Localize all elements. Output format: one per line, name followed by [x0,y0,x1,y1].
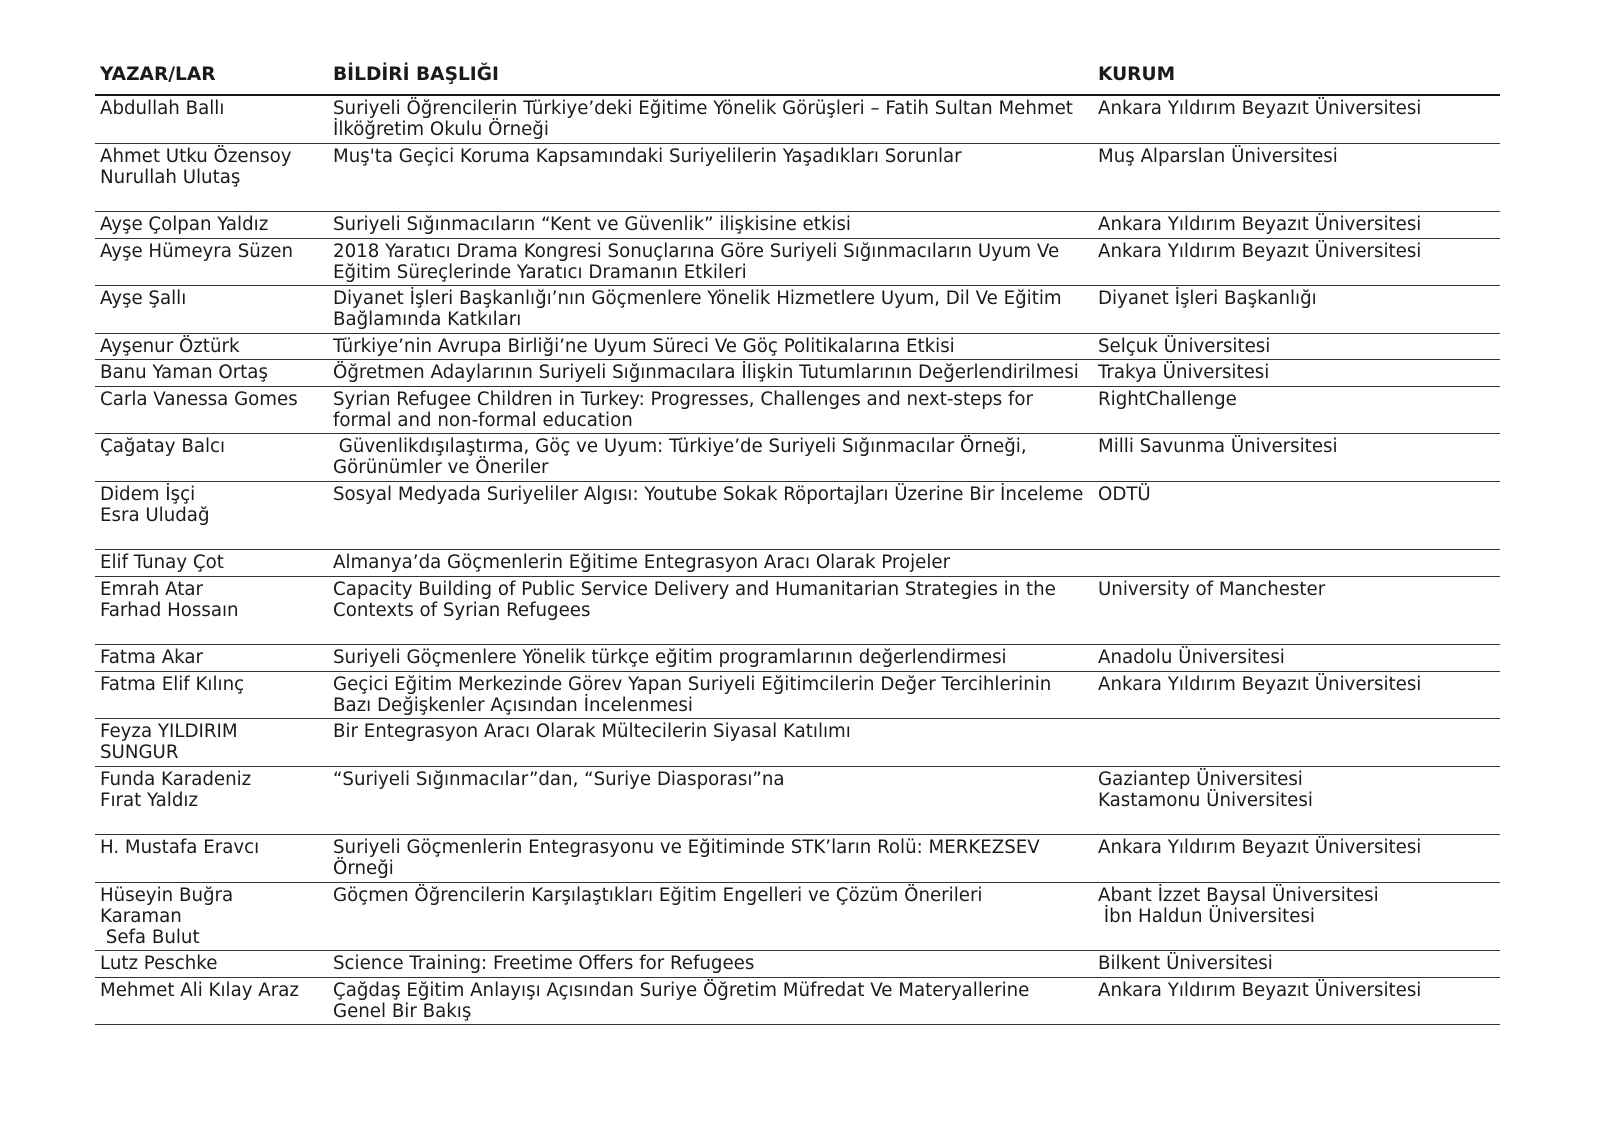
paper-title-cell: Sosyal Medyada Suriyeliler Algısı: Youtu… [328,481,1093,550]
paper-title-cell: Almanya’da Göçmenlerin Eğitime Entegrasy… [328,549,1093,577]
institution-cell: Ankara Yıldırım Beyazıt Üniversitesi [1093,977,1500,1025]
paper-title-cell: Muş'ta Geçici Koruma Kapsamındaki Suriye… [328,143,1093,212]
table-row: Fatma Elif Kılınç Geçici Eğitim Merkezin… [95,671,1500,719]
authors-cell: Funda Karadeniz Fırat Yaldız [95,766,328,835]
paper-title-cell: Diyanet İşleri Başkanlığı’nın Göçmenlere… [328,285,1093,334]
papers-table: YAZAR/LAR BİLDİRİ BAŞLIĞI KURUM Abdullah… [95,60,1500,1025]
table-header: YAZAR/LAR BİLDİRİ BAŞLIĞI KURUM [95,60,1500,96]
table-row: Fatma Akar Suriyeli Göçmenlere Yönelik t… [95,644,1500,672]
paper-title-cell: Geçici Eğitim Merkezinde Görev Yapan Sur… [328,671,1093,719]
paper-title-cell: Öğretmen Adaylarının Suriyeli Sığınmacıl… [328,359,1093,387]
authors-cell: Hüseyin Buğra Karaman Sefa Bulut [95,882,328,951]
table-row: Funda Karadeniz Fırat Yaldız “Suriyeli S… [95,766,1500,835]
authors-cell: Fatma Akar [95,644,328,672]
authors-cell: Emrah Atar Farhad Hossaın [95,576,328,645]
institution-cell: Milli Savunma Üniversitesi [1093,433,1500,482]
institution-cell: Gaziantep Üniversitesi Kastamonu Ünivers… [1093,766,1500,835]
institution-cell: RightChallenge [1093,386,1500,434]
table-row: Ayşenur Öztürk Türkiye’nin Avrupa Birliğ… [95,333,1500,360]
paper-title-cell: Göçmen Öğrencilerin Karşılaştıkları Eğit… [328,882,1093,951]
institution-cell: Muş Alparslan Üniversitesi [1093,143,1500,212]
paper-title-cell: Capacity Building of Public Service Deli… [328,576,1093,645]
authors-cell: Lutz Peschke [95,950,328,978]
table-row: Feyza YILDIRIM SUNGUR Bir Entegrasyon Ar… [95,718,1500,767]
institution-cell: Trakya Üniversitesi [1093,359,1500,387]
institution-cell: Ankara Yıldırım Beyazıt Üniversitesi [1093,95,1500,144]
authors-cell: Ahmet Utku Özensoy Nurullah Ulutaş [95,143,328,212]
authors-cell: Çağatay Balcı [95,433,328,482]
table-row: Ayşe Çolpan Yaldız Suriyeli Sığınmacılar… [95,211,1500,239]
authors-cell: Fatma Elif Kılınç [95,671,328,719]
paper-title-cell: Science Training: Freetime Offers for Re… [328,950,1093,978]
institution-cell: Selçuk Üniversitesi [1093,333,1500,360]
paper-title-cell: Türkiye’nin Avrupa Birliği’ne Uyum Sürec… [328,333,1093,360]
paper-title-cell: Güvenlikdışılaştırma, Göç ve Uyum: Türki… [328,433,1093,482]
table-row: Banu Yaman Ortaş Öğretmen Adaylarının Su… [95,359,1500,387]
table-row: Çağatay Balcı Güvenlikdışılaştırma, Göç … [95,433,1500,482]
authors-cell: Ayşe Çolpan Yaldız [95,211,328,239]
authors-cell: Banu Yaman Ortaş [95,359,328,387]
paper-title-cell: Suriyeli Göçmenlere Yönelik türkçe eğiti… [328,644,1093,672]
paper-title-cell: Bir Entegrasyon Aracı Olarak Mültecileri… [328,718,1093,767]
institution-cell: Diyanet İşleri Başkanlığı [1093,285,1500,334]
institution-cell: University of Manchester [1093,576,1500,645]
institution-cell: Anadolu Üniversitesi [1093,644,1500,672]
paper-title-cell: “Suriyeli Sığınmacılar”dan, “Suriye Dias… [328,766,1093,835]
authors-cell: Abdullah Ballı [95,95,328,144]
column-header-authors: YAZAR/LAR [95,60,328,96]
table-row: Emrah Atar Farhad Hossaın Capacity Build… [95,576,1500,645]
table-row: Ahmet Utku Özensoy Nurullah Ulutaş Muş't… [95,143,1500,212]
institution-cell: Bilkent Üniversitesi [1093,950,1500,978]
authors-cell: Elif Tunay Çot [95,549,328,577]
institution-cell: ODTÜ [1093,481,1500,550]
paper-title-cell: Suriyeli Sığınmacıların “Kent ve Güvenli… [328,211,1093,239]
table-row: Carla Vanessa Gomes Syrian Refugee Child… [95,386,1500,434]
column-header-institution: KURUM [1093,60,1500,96]
authors-cell: Didem İşçi Esra Uludağ [95,481,328,550]
table-row: Lutz Peschke Science Training: Freetime … [95,950,1500,978]
document-page: YAZAR/LAR BİLDİRİ BAŞLIĞI KURUM Abdullah… [95,60,1500,1025]
table-row: Mehmet Ali Kılay Araz Çağdaş Eğitim Anla… [95,977,1500,1025]
authors-cell: Ayşenur Öztürk [95,333,328,360]
institution-cell [1093,718,1500,767]
paper-title-cell: Çağdaş Eğitim Anlayışı Açısından Suriye … [328,977,1093,1025]
table-row: Ayşe Şallı Diyanet İşleri Başkanlığı’nın… [95,285,1500,334]
authors-cell: Feyza YILDIRIM SUNGUR [95,718,328,767]
table-body: Abdullah Ballı Suriyeli Öğrencilerin Tür… [95,95,1500,1025]
table-row: Didem İşçi Esra Uludağ Sosyal Medyada Su… [95,481,1500,550]
institution-cell: Ankara Yıldırım Beyazıt Üniversitesi [1093,211,1500,239]
institution-cell: Abant İzzet Baysal Üniversitesi İbn Hald… [1093,882,1500,951]
table-row: Elif Tunay Çot Almanya’da Göçmenlerin Eğ… [95,549,1500,577]
authors-cell: Carla Vanessa Gomes [95,386,328,434]
column-header-paper-title: BİLDİRİ BAŞLIĞI [328,60,1093,96]
header-row: YAZAR/LAR BİLDİRİ BAŞLIĞI KURUM [95,60,1500,96]
table-row: Ayşe Hümeyra Süzen 2018 Yaratıcı Drama K… [95,238,1500,286]
institution-cell: Ankara Yıldırım Beyazıt Üniversitesi [1093,238,1500,286]
authors-cell: Mehmet Ali Kılay Araz [95,977,328,1025]
authors-cell: Ayşe Hümeyra Süzen [95,238,328,286]
institution-cell [1093,549,1500,577]
paper-title-cell: Suriyeli Öğrencilerin Türkiye’deki Eğiti… [328,95,1093,144]
authors-cell: H. Mustafa Eravcı [95,834,328,883]
paper-title-cell: 2018 Yaratıcı Drama Kongresi Sonuçlarına… [328,238,1093,286]
paper-title-cell: Syrian Refugee Children in Turkey: Progr… [328,386,1093,434]
authors-cell: Ayşe Şallı [95,285,328,334]
institution-cell: Ankara Yıldırım Beyazıt Üniversitesi [1093,671,1500,719]
institution-cell: Ankara Yıldırım Beyazıt Üniversitesi [1093,834,1500,883]
table-row: Hüseyin Buğra Karaman Sefa Bulut Göçmen … [95,882,1500,951]
table-row: Abdullah Ballı Suriyeli Öğrencilerin Tür… [95,95,1500,144]
table-row: H. Mustafa Eravcı Suriyeli Göçmenlerin E… [95,834,1500,883]
paper-title-cell: Suriyeli Göçmenlerin Entegrasyonu ve Eği… [328,834,1093,883]
